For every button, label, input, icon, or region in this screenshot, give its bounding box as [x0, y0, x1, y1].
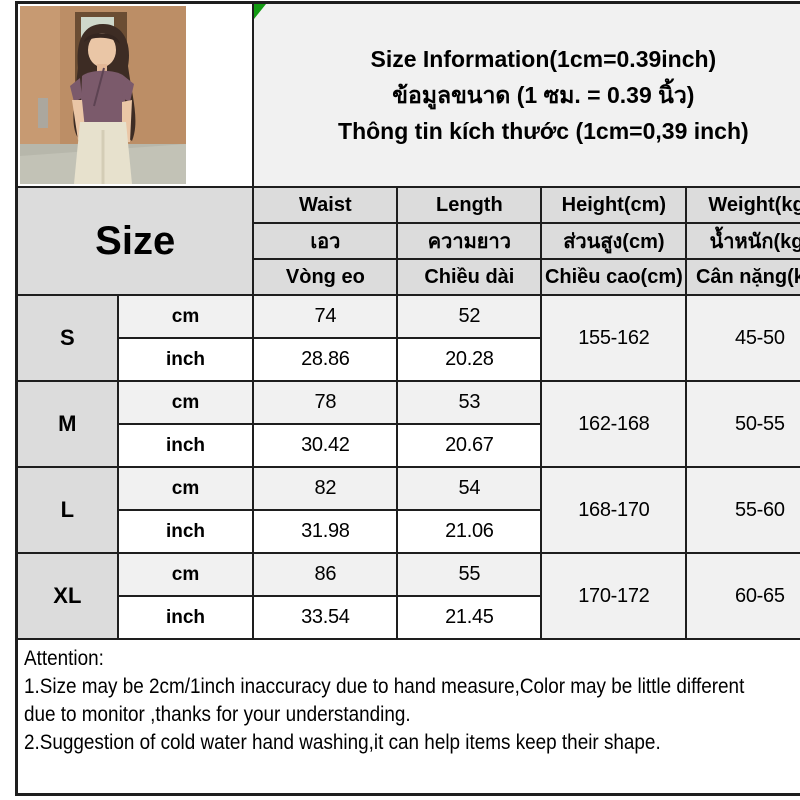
col-length-th: ความยาว — [396, 222, 543, 260]
length-inch-value: 21.06 — [396, 509, 543, 554]
unit-cm: cm — [116, 380, 255, 425]
height-value: 168-170 — [540, 466, 688, 554]
title-thai: ข้อมูลขนาด (1 ซม. = 0.39 นิ้ว) — [392, 82, 695, 108]
attention-note-line: due to monitor ,thanks for your understa… — [24, 703, 411, 726]
weight-value: 60-65 — [685, 552, 800, 640]
col-waist-th: เอว — [252, 222, 399, 260]
col-length-vi: Chiều dài — [396, 258, 543, 296]
unit-cm: cm — [116, 552, 255, 597]
waist-cm-value: 74 — [252, 294, 399, 339]
length-inch-value: 20.67 — [396, 423, 543, 468]
col-length-en: Length — [396, 186, 543, 224]
weight-value: 55-60 — [685, 466, 800, 554]
length-cm-value: 52 — [396, 294, 543, 339]
unit-cm: cm — [116, 466, 255, 511]
col-weight-en: Weight(kg) — [685, 186, 800, 224]
cell-corner-marker-icon — [255, 4, 267, 19]
length-cm-value: 54 — [396, 466, 543, 511]
waist-inch-value: 33.54 — [252, 595, 399, 640]
length-inch-value: 20.28 — [396, 337, 543, 382]
waist-inch-value: 30.42 — [252, 423, 399, 468]
product-photo-cell — [15, 1, 255, 188]
length-cm-value: 53 — [396, 380, 543, 425]
unit-inch: inch — [116, 509, 255, 554]
attention-note-line: 1.Size may be 2cm/1inch inaccuracy due t… — [24, 675, 745, 698]
col-height-en: Height(cm) — [540, 186, 688, 224]
col-waist-vi: Vòng eo — [252, 258, 399, 296]
col-height-vi: Chiều cao(cm) — [540, 258, 688, 296]
length-cm-value: 55 — [396, 552, 543, 597]
title-vietnamese: Thông tin kích thước (1cm=0,39 inch) — [338, 118, 749, 144]
unit-cm: cm — [116, 294, 255, 339]
attention-note-line: 2.Suggestion of cold water hand washing,… — [24, 731, 661, 754]
row-size-label: S — [15, 294, 119, 382]
unit-inch: inch — [116, 337, 255, 382]
weight-value: 45-50 — [685, 294, 800, 382]
unit-inch: inch — [116, 595, 255, 640]
size-chart-table: Size Information(1cm=0.39inch) ข้อมูลขนา… — [15, 1, 800, 796]
waist-cm-value: 86 — [252, 552, 399, 597]
row-size-label: XL — [15, 552, 119, 640]
size-chart-sheet: Size Information(1cm=0.39inch) ข้อมูลขนา… — [15, 1, 800, 796]
waist-inch-value: 28.86 — [252, 337, 399, 382]
unit-inch: inch — [116, 423, 255, 468]
waist-inch-value: 31.98 — [252, 509, 399, 554]
col-height-th: ส่วนสูง(cm) — [540, 222, 688, 260]
col-weight-vi: Cân nặng(kg) — [685, 258, 800, 296]
waist-cm-value: 82 — [252, 466, 399, 511]
height-value: 170-172 — [540, 552, 688, 640]
weight-value: 50-55 — [685, 380, 800, 468]
waist-cm-value: 78 — [252, 380, 399, 425]
length-inch-value: 21.45 — [396, 595, 543, 640]
row-size-label: M — [15, 380, 119, 468]
attention-cell: Attention: 1.Size may be 2cm/1inch inacc… — [15, 638, 800, 796]
title-cell: Size Information(1cm=0.39inch) ข้อมูลขนา… — [252, 1, 800, 188]
size-header-cell: Size — [15, 186, 255, 296]
height-value: 155-162 — [540, 294, 688, 382]
attention-title: Attention: — [24, 647, 104, 670]
model-photo — [20, 6, 186, 184]
title-english: Size Information(1cm=0.39inch) — [370, 46, 717, 72]
col-waist-en: Waist — [252, 186, 399, 224]
height-value: 162-168 — [540, 380, 688, 468]
row-size-label: L — [15, 466, 119, 554]
col-weight-th: น้ำหนัก(kg) — [685, 222, 800, 260]
